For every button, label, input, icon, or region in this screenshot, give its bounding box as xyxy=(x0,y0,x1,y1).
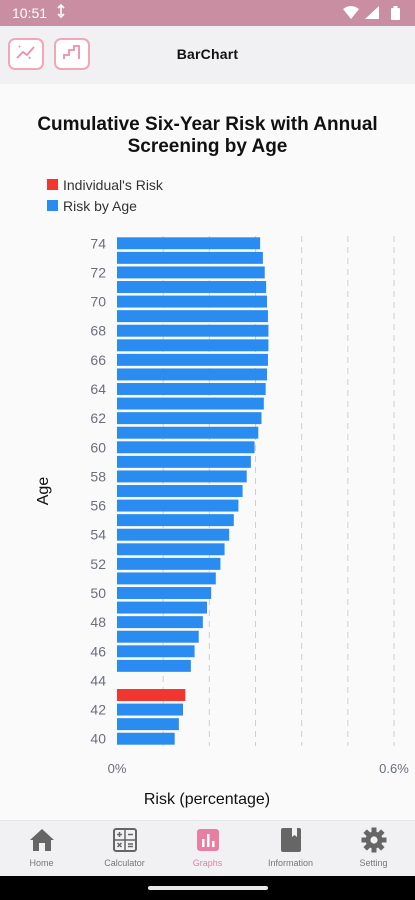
book-icon xyxy=(249,827,332,853)
chart-title: Cumulative Six-Year Risk with Annual Scr… xyxy=(37,114,378,157)
legend-label-individual: Individual's Risk xyxy=(63,176,163,193)
bar-risk-by-age xyxy=(117,441,255,454)
y-tick-label: 62 xyxy=(90,410,106,426)
bar-chart: 40 42 44 46 48 50 52 54 56 58 60 62 64 66 68 70 72 74 0% 0.… xyxy=(35,235,409,808)
y-tick-label: 56 xyxy=(90,498,106,514)
bar-risk-by-age xyxy=(117,368,268,381)
nav-item-setting[interactable]: Setting xyxy=(332,827,415,868)
legend-swatch-by-age xyxy=(47,200,58,211)
bar-risk-by-age xyxy=(117,455,251,468)
bar-risk-by-age xyxy=(117,557,221,570)
bar-risk-by-age xyxy=(117,630,199,643)
bar-risk-by-age xyxy=(117,470,247,483)
bar-risk-by-age xyxy=(117,732,175,745)
bar-risk-by-age xyxy=(117,310,268,323)
calculator-icon xyxy=(83,827,166,853)
battery-icon xyxy=(391,6,400,25)
legend-swatch-individual xyxy=(47,179,58,190)
bar-risk-by-age xyxy=(117,339,269,352)
signal-icon xyxy=(365,6,379,24)
legend-label-by-age: Risk by Age xyxy=(63,197,137,214)
y-tick-label: 42 xyxy=(90,702,106,718)
nav-label-graphs: Graphs xyxy=(192,858,223,868)
y-tick-label: 46 xyxy=(90,643,106,659)
y-tick-label: 40 xyxy=(90,731,106,747)
y-tick-label: 50 xyxy=(90,585,106,601)
y-tick-label: 54 xyxy=(90,527,106,543)
x-axis-label: Risk (percentage) xyxy=(144,791,270,808)
nav-item-graphs[interactable]: Graphs xyxy=(166,827,249,868)
bar-risk-by-age xyxy=(117,485,243,497)
step-chart-icon xyxy=(61,43,83,66)
bar-risk-by-age xyxy=(117,353,268,366)
nav-label-calculator: Calculator xyxy=(104,858,145,868)
legend-item-by-age: Risk by Age xyxy=(47,195,163,216)
bar-risk-by-age xyxy=(117,397,264,410)
sync-icon xyxy=(56,3,66,21)
sparkle-trend-icon xyxy=(15,43,37,66)
y-tick-label: 48 xyxy=(90,614,106,630)
x-tick-label: 0% xyxy=(108,761,127,776)
bar-risk-by-age xyxy=(117,266,265,279)
nav-item-home[interactable]: Home xyxy=(0,827,83,868)
bar-risk-by-age xyxy=(117,616,203,629)
y-tick-label: 72 xyxy=(90,264,106,280)
bar-risk-by-age xyxy=(117,281,267,293)
gear-icon xyxy=(332,827,415,853)
y-tick-label: 74 xyxy=(90,235,106,251)
y-tick-label: 70 xyxy=(90,294,106,310)
home-icon xyxy=(0,827,83,853)
bar-individual-risk xyxy=(117,689,186,701)
bar-risk-by-age xyxy=(117,514,234,527)
trend-chart-button[interactable] xyxy=(8,38,44,70)
wifi-icon xyxy=(343,6,359,24)
bar-risk-by-age xyxy=(117,237,261,250)
y-tick-label: 66 xyxy=(90,352,106,368)
bar-risk-by-age xyxy=(117,499,239,512)
nav-item-information[interactable]: Information xyxy=(249,827,332,868)
app-bar: BarChart xyxy=(0,26,415,84)
nav-label-information: Information xyxy=(267,858,314,868)
bar-risk-by-age xyxy=(117,718,179,731)
chart-legend: Individual's Risk Risk by Age xyxy=(47,174,163,216)
page-title: BarChart xyxy=(176,46,239,62)
bar-risk-by-age xyxy=(117,601,208,614)
y-tick-label: 68 xyxy=(90,323,106,339)
bar-risk-by-age xyxy=(117,295,268,308)
legend-item-individual: Individual's Risk xyxy=(47,174,163,195)
y-tick-label: 64 xyxy=(90,381,106,397)
bar-risk-by-age xyxy=(117,587,212,599)
step-chart-button[interactable] xyxy=(54,38,90,70)
nav-label-setting: Setting xyxy=(359,858,388,868)
bar-risk-by-age xyxy=(117,324,269,337)
bar-risk-by-age xyxy=(117,426,259,439)
bar-risk-by-age xyxy=(117,645,195,658)
y-tick-label: 44 xyxy=(90,672,106,688)
y-axis-label: Age xyxy=(35,477,52,506)
bar-chart-icon xyxy=(166,827,249,853)
status-time: 10:51 xyxy=(12,5,48,21)
bottom-nav: Home Calculator Graphs xyxy=(0,820,415,876)
x-tick-label: 0.6% xyxy=(379,761,409,776)
y-tick-label: 60 xyxy=(90,439,106,455)
y-tick-label: 52 xyxy=(90,556,106,572)
status-bar: 10:51 xyxy=(0,0,415,26)
nav-item-calculator[interactable]: Calculator xyxy=(83,827,166,868)
bar-risk-by-age xyxy=(117,412,262,425)
nav-label-home: Home xyxy=(29,858,54,868)
bar-risk-by-age xyxy=(117,659,191,672)
gesture-bar xyxy=(0,876,415,900)
bar-risk-by-age xyxy=(117,528,230,541)
y-tick-label: 58 xyxy=(90,468,106,484)
bar-risk-by-age xyxy=(117,703,184,716)
bar-risk-by-age xyxy=(117,251,263,264)
bar-risk-by-age xyxy=(117,383,266,395)
bar-risk-by-age xyxy=(117,543,225,556)
bar-risk-by-age xyxy=(117,572,216,585)
gesture-handle[interactable] xyxy=(148,886,268,890)
